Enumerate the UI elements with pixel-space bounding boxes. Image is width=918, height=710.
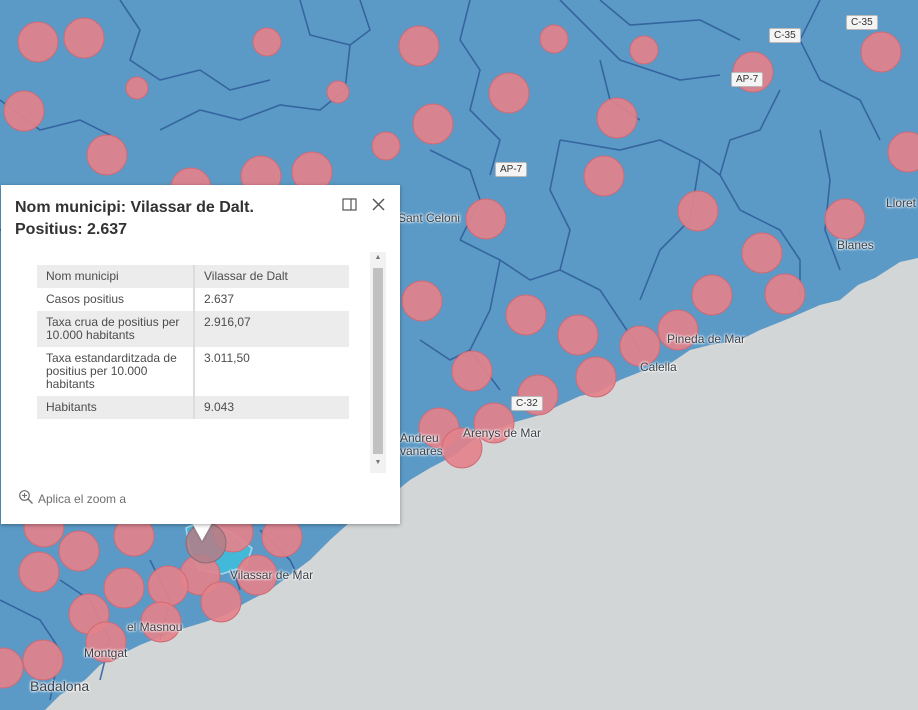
close-icon[interactable] xyxy=(369,195,389,215)
road-shield-c32: C-32 xyxy=(511,396,543,411)
field-value: 2.637 xyxy=(204,292,235,306)
label-llavaneres: vanares xyxy=(400,444,443,458)
label-calella: Calella xyxy=(640,360,677,374)
field-value: 3.011,50 xyxy=(204,351,250,365)
label-lloret: Lloret xyxy=(886,196,917,210)
table-row: Taxa crua de positius per 10.000 habitan… xyxy=(37,311,349,347)
table-row: Casos positius 2.637 xyxy=(37,288,349,311)
dock-icon[interactable] xyxy=(340,195,360,215)
field-value: 2.916,07 xyxy=(204,315,251,329)
label-vilassar-de-mar: Vilassar de Mar xyxy=(230,568,314,582)
road-shield-c35: C-35 xyxy=(769,28,801,43)
label-montgat: Montgat xyxy=(84,646,128,660)
table-row: Taxa estandarditzada de positius per 10.… xyxy=(37,347,349,396)
zoom-to-action[interactable]: Aplica el zoom a xyxy=(18,489,126,508)
scroll-up-arrow-icon[interactable]: ▲ xyxy=(374,254,382,261)
field-name: Nom municipi xyxy=(37,265,195,288)
popup-scrollbar[interactable]: ▲ ▼ xyxy=(370,252,386,473)
label-sant-celoni: Sant Celoni xyxy=(398,211,461,225)
attribute-table: Nom municipi Vilassar de Dalt Casos posi… xyxy=(37,265,349,419)
road-shield-ap7: AP-7 xyxy=(731,72,764,87)
label-pineda-de-mar: Pineda de Mar xyxy=(667,332,746,346)
table-row: Habitants 9.043 xyxy=(37,396,349,419)
road-shield-ap7: AP-7 xyxy=(495,162,528,177)
scroll-down-arrow-icon[interactable]: ▼ xyxy=(374,459,382,466)
label-sant-andreu: Andreu xyxy=(400,431,439,445)
popup-title: Nom municipi: Vilassar de Dalt. Positius… xyxy=(15,199,254,238)
field-value: 9.043 xyxy=(204,400,235,414)
field-value: Vilassar de Dalt xyxy=(204,269,288,283)
zoom-to-label: Aplica el zoom a xyxy=(38,491,127,506)
label-blanes: Blanes xyxy=(837,238,874,252)
label-arenys-de-mar: Arenys de Mar xyxy=(463,426,542,440)
case-circles xyxy=(0,17,918,689)
field-name: Habitants xyxy=(37,396,195,419)
label-badalona: Badalona xyxy=(30,678,90,694)
feature-popup: Nom municipi: Vilassar de Dalt. Positius… xyxy=(1,185,400,524)
label-el-masnou: el Masnou xyxy=(127,620,183,634)
field-name: Taxa crua de positius per 10.000 habitan… xyxy=(37,311,195,347)
table-row: Nom municipi Vilassar de Dalt xyxy=(37,265,349,288)
scroll-thumb[interactable] xyxy=(373,268,383,454)
field-name: Taxa estandarditzada de positius per 10.… xyxy=(37,347,195,396)
popup-pointer xyxy=(192,523,212,541)
municipal-boundaries xyxy=(0,0,881,701)
zoom-in-icon xyxy=(18,489,34,508)
road-shield-c35: C-35 xyxy=(846,15,878,30)
field-name: Casos positius xyxy=(37,288,195,311)
